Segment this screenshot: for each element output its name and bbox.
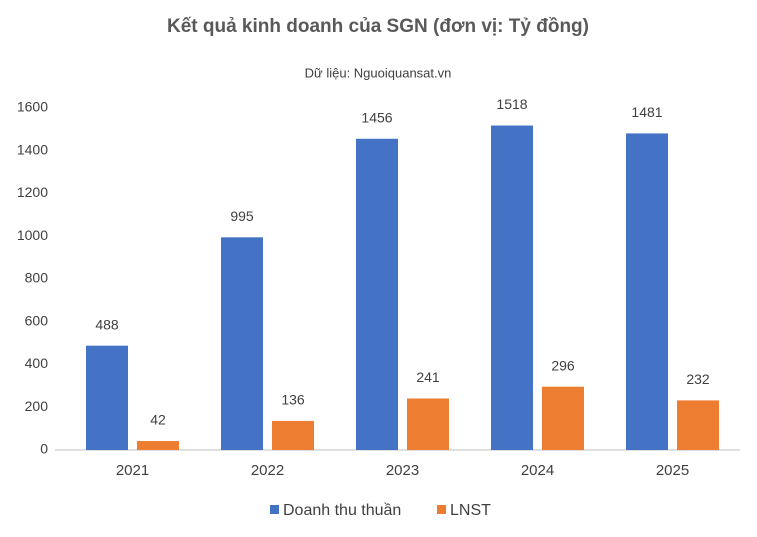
y-tick-label: 800 xyxy=(25,270,49,286)
bar xyxy=(626,133,668,450)
bar xyxy=(677,400,719,450)
data-label: 241 xyxy=(416,369,440,385)
bar xyxy=(491,125,533,450)
y-tick-label: 600 xyxy=(25,312,49,328)
bar xyxy=(137,441,179,450)
bar xyxy=(86,345,128,450)
x-tick-label: 2023 xyxy=(386,462,419,479)
chart-subtitle: Dữ liệu: Nguoiquansat.vn xyxy=(305,65,452,80)
data-label: 1518 xyxy=(496,96,527,112)
data-label: 42 xyxy=(150,412,166,428)
y-tick-label: 400 xyxy=(25,355,49,371)
y-tick-label: 1200 xyxy=(17,184,48,200)
legend-label: LNST xyxy=(450,502,491,519)
data-label: 488 xyxy=(95,316,119,332)
bar xyxy=(221,237,263,450)
data-label: 296 xyxy=(551,357,575,373)
legend-swatch xyxy=(270,505,279,514)
data-label: 995 xyxy=(230,208,254,224)
y-tick-label: 1000 xyxy=(17,227,48,243)
x-tick-label: 2024 xyxy=(521,462,554,479)
x-tick-label: 2022 xyxy=(251,462,284,479)
x-tick-label: 2021 xyxy=(116,462,149,479)
bar xyxy=(407,398,449,450)
legend-swatch xyxy=(437,505,446,514)
x-tick-label: 2025 xyxy=(656,462,689,479)
chart-title: Kết quả kinh doanh của SGN (đơn vị: Tỷ đ… xyxy=(167,16,589,37)
data-label: 232 xyxy=(686,371,710,387)
y-tick-label: 0 xyxy=(40,441,48,457)
bar xyxy=(542,386,584,450)
bar xyxy=(356,138,398,450)
y-tick-label: 200 xyxy=(25,398,49,414)
y-tick-label: 1600 xyxy=(17,99,48,115)
data-label: 1456 xyxy=(361,109,392,125)
y-tick-label: 1400 xyxy=(17,141,48,157)
data-label: 1481 xyxy=(631,104,662,120)
bar xyxy=(272,420,314,450)
data-label: 136 xyxy=(281,392,305,408)
legend-label: Doanh thu thuần xyxy=(283,502,401,519)
